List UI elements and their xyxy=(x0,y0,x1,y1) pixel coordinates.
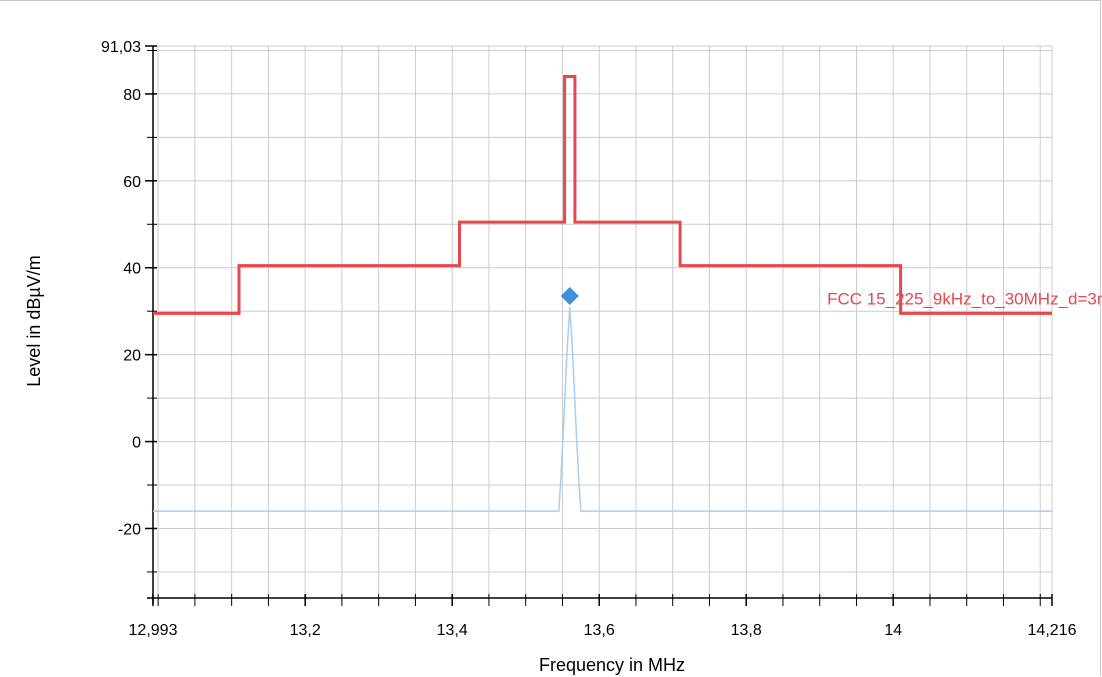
series-layer xyxy=(153,75,1052,512)
limit-line-label: FCC 15_225_9kHz_to_30MHz_d=3m xyxy=(827,290,1102,309)
grid xyxy=(153,45,1053,598)
y-tick-label: 0 xyxy=(132,435,141,452)
x-tick-label: 12,993 xyxy=(129,622,178,639)
y-tick-label: 40 xyxy=(123,261,141,278)
y-tick-label: 20 xyxy=(123,348,141,365)
x-tick-label: 13,8 xyxy=(731,622,762,639)
y-axis-label: Level in dBµV/m xyxy=(24,255,44,386)
marker-layer xyxy=(560,286,579,305)
measurement-trace xyxy=(153,306,1052,512)
y-tick-label: -20 xyxy=(118,521,141,538)
axes xyxy=(145,45,1053,606)
y-tick-label: 91,03 xyxy=(101,39,141,56)
limit-line xyxy=(153,75,1052,315)
x-axis-label: Frequency in MHz xyxy=(539,655,685,675)
x-tick-label: 13,4 xyxy=(437,622,468,639)
y-tick-label: 80 xyxy=(123,87,141,104)
x-tick-label: 14,216 xyxy=(1028,622,1077,639)
x-tick-label: 13,2 xyxy=(290,622,321,639)
x-tick-label: 14 xyxy=(884,622,902,639)
x-tick-label: 13,6 xyxy=(584,622,615,639)
peak-marker xyxy=(560,286,579,305)
label-layer: Frequency in MHz Level in dBµV/m -20 0 20 4… xyxy=(24,39,1102,675)
y-tick-label: 60 xyxy=(123,174,141,191)
